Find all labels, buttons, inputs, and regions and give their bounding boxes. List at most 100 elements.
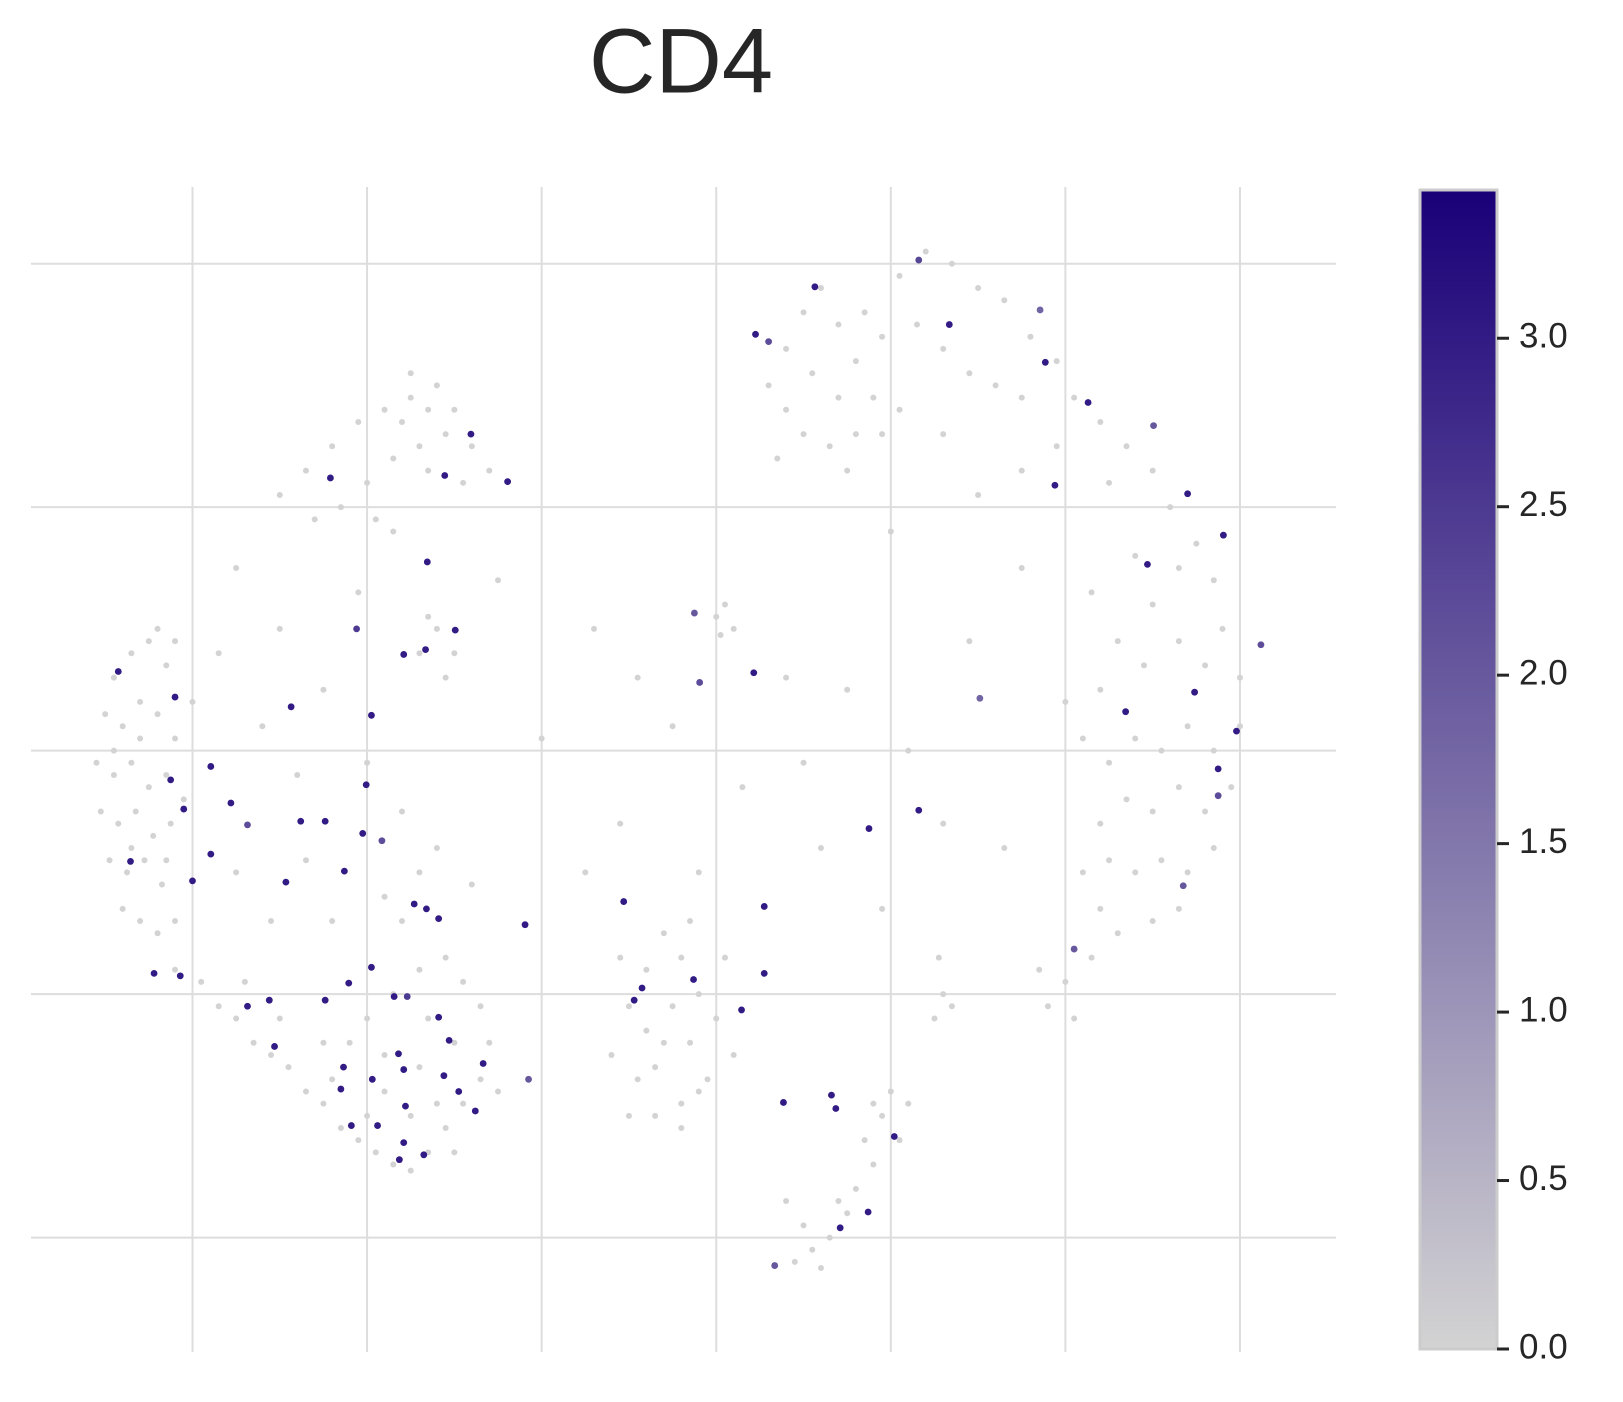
point [765,382,772,389]
point [1036,306,1044,314]
point [268,1051,275,1058]
point [630,996,638,1004]
colorbar-tick-label: 1.0 [1519,990,1568,1029]
point [390,528,397,535]
point [400,651,408,658]
point [115,820,122,827]
point [353,625,360,633]
point [915,806,923,814]
point [106,857,113,864]
point [416,966,423,973]
point [1149,918,1156,925]
point [730,1051,737,1058]
point [320,1100,327,1107]
point [471,1107,479,1115]
point [905,747,912,754]
point [852,358,859,365]
point [1184,490,1192,498]
point [791,1258,798,1265]
point [345,979,353,987]
point [364,1112,371,1119]
point [922,248,929,255]
point [97,808,104,815]
point [638,984,646,992]
point [945,321,953,328]
point [852,431,859,438]
point [416,650,423,657]
point [940,431,947,438]
point [215,650,222,657]
point [1257,641,1265,649]
point [110,674,117,681]
point [372,516,379,523]
point [713,613,720,620]
point [1106,759,1113,766]
point [521,921,529,929]
point [879,1112,886,1119]
point [1097,418,1104,425]
point [1236,674,1243,681]
point [172,966,179,973]
point [783,345,790,352]
point [691,609,698,617]
point [102,711,109,718]
point [1140,662,1147,669]
point [669,723,676,730]
point [416,869,423,876]
point [244,821,251,829]
point [1158,857,1165,864]
point [1036,966,1043,973]
point [329,443,336,450]
point [227,799,235,807]
point [1219,531,1227,539]
point [887,528,894,535]
point [1149,808,1156,815]
point [1210,577,1217,584]
colorbar-tick-label: 3.0 [1519,316,1568,355]
point [355,589,362,596]
point [935,954,942,961]
point [402,1102,409,1110]
point [864,1208,872,1216]
point [870,1161,877,1168]
point [435,1013,443,1021]
point [398,418,405,425]
point [783,406,790,413]
point [451,626,459,634]
point [398,808,405,815]
point [340,1063,347,1071]
point [435,915,443,923]
chart-title: CD4 [589,10,773,112]
point [1070,945,1078,953]
point [695,869,702,876]
point [1175,784,1182,791]
point [783,674,790,681]
point [1018,467,1025,474]
point [416,443,423,450]
point [721,601,728,608]
point [713,1015,720,1022]
point [591,625,598,632]
point [915,256,923,264]
point [828,1091,835,1099]
point [381,893,388,900]
point [395,1156,403,1164]
point [374,1122,381,1129]
point [127,858,134,865]
point [271,1043,278,1050]
point [398,918,405,925]
point [442,431,449,438]
point [407,1112,414,1119]
point [198,978,205,985]
point [172,918,179,925]
point [1214,765,1222,773]
point [422,646,429,653]
point [425,613,432,620]
point [1062,698,1069,705]
point [407,370,414,377]
point [425,406,432,413]
colorbar-tick-label: 2.0 [1519,653,1568,692]
colorbar-tick-label: 2.5 [1519,485,1568,524]
point [1184,869,1191,876]
